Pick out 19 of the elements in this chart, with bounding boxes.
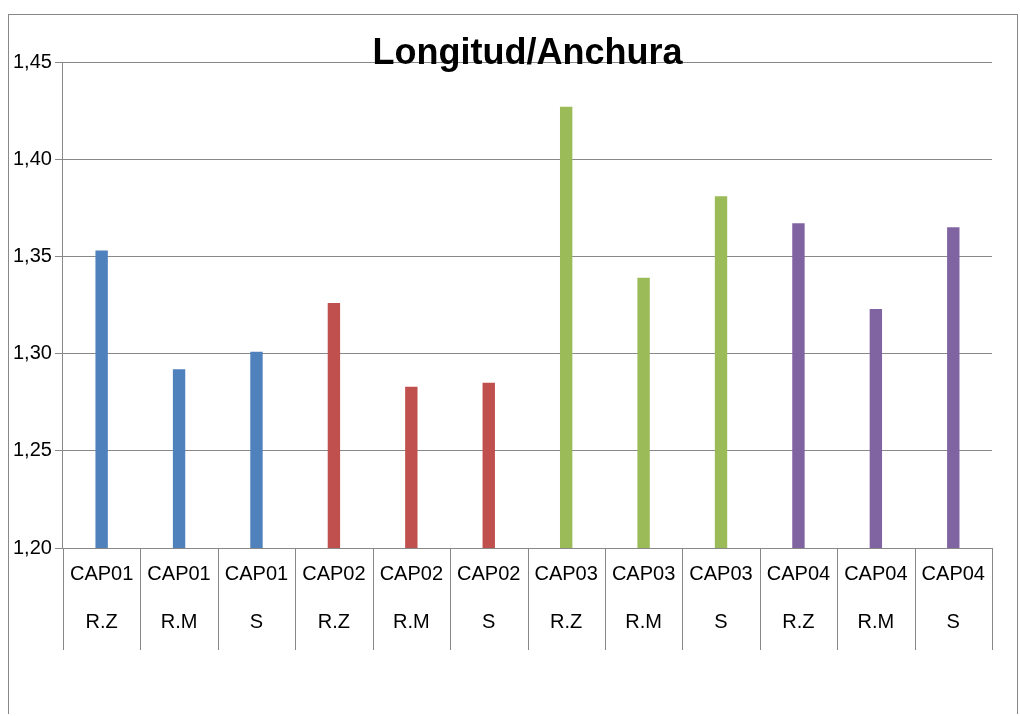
category-label: CAP01 R.Z [69, 561, 134, 632]
category-label: CAP02 S [457, 561, 521, 632]
y-tick-label: 1,25 [12, 438, 52, 461]
chart-title: Longitud/Anchura [372, 30, 684, 72]
category-label: CAP01 S [224, 561, 289, 632]
category-label: CAP04 S [921, 561, 985, 632]
category-label: CAP01 R.M [147, 561, 211, 632]
y-tick-label: 1,40 [12, 146, 52, 169]
y-tick-label: 1,35 [12, 243, 52, 266]
category-label: CAP03 R.Z [534, 561, 598, 632]
category-label: CAP02 R.M [379, 561, 444, 632]
category-label: CAP03 R.M [611, 561, 676, 632]
y-tick-label: 1,45 [12, 49, 52, 72]
category-label: CAP02 R.Z [302, 561, 366, 632]
category-label: CAP03 S [689, 561, 753, 632]
y-tick-label: 1,20 [12, 535, 52, 558]
y-tick-label: 1,30 [12, 341, 52, 364]
category-label: CAP04 R.Z [766, 561, 831, 632]
category-label: CAP04 R.M [844, 561, 908, 632]
